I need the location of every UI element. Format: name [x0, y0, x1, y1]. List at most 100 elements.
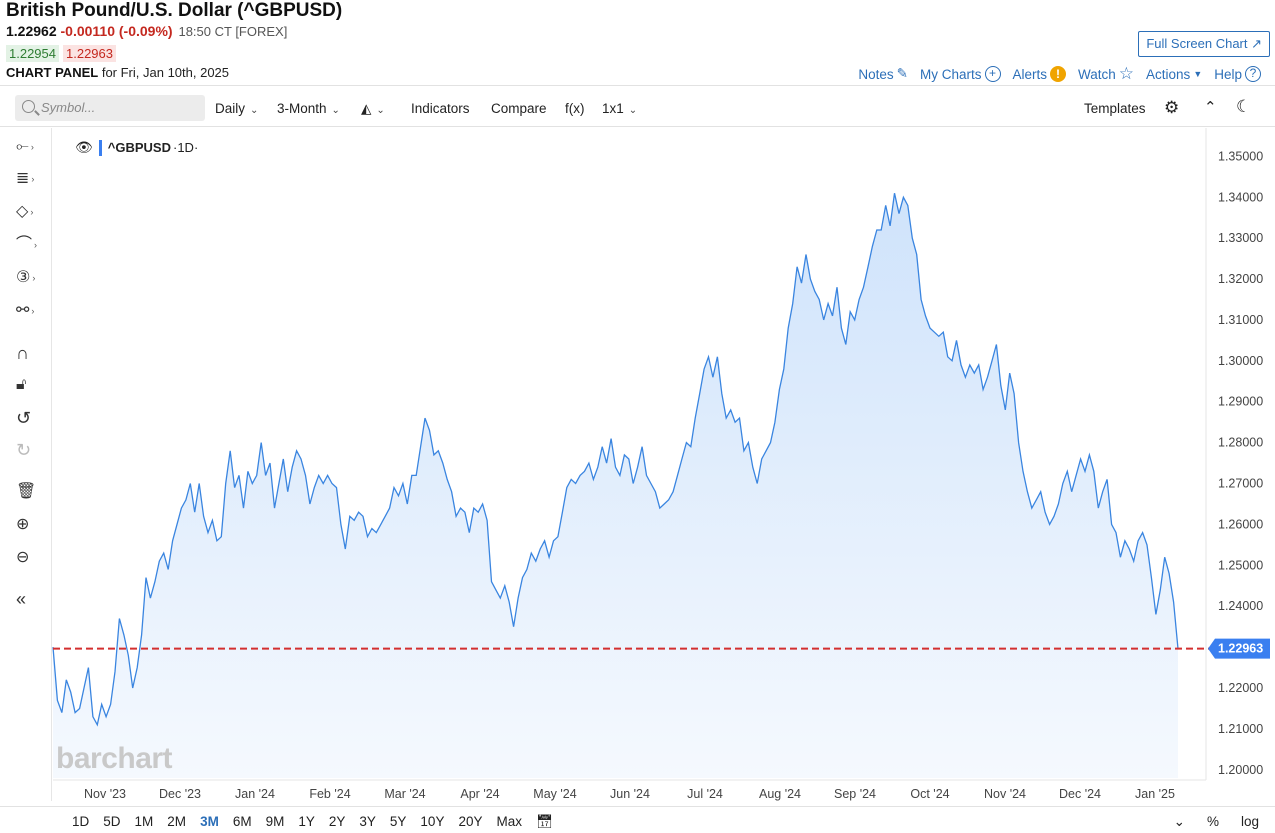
y-tick-label: 1.29000	[1218, 395, 1263, 409]
symbol-search-input[interactable]: Symbol...	[15, 95, 205, 121]
scale-controls: ⌄ % log	[1174, 814, 1259, 830]
period-max[interactable]: Max	[496, 814, 522, 829]
chart-toolbar: Symbol... Daily ⌄ 3-Month ⌄ ◭ ⌄ Indicators …	[0, 91, 1275, 125]
chart-panel-label: CHART PANEL for Fri, Jan 10th, 2025	[6, 65, 229, 80]
x-tick-label: Nov '23	[84, 787, 126, 801]
y-tick-label: 1.25000	[1218, 558, 1263, 572]
period-5d[interactable]: 5D	[103, 814, 121, 829]
x-tick-label: Jan '24	[235, 787, 275, 801]
x-tick-label: Nov '24	[984, 787, 1026, 801]
trash-icon[interactable]: 🗑︎	[16, 483, 37, 500]
series-color-swatch	[98, 139, 102, 156]
period-1m[interactable]: 1M	[134, 814, 154, 829]
templates-button[interactable]: Templates	[1084, 101, 1146, 116]
collapse-left-icon[interactable]: «	[16, 589, 27, 609]
drawing-toolbar: ⟜ › ≣ › ◇ › ⌒ › ③ › ⚯ › ∩ 🔓︎ ↺ ↻ 🗑︎ ⊕ ⊖ «	[0, 128, 52, 801]
full-screen-chart-button[interactable]: Full Screen Chart ↗	[1138, 31, 1270, 57]
period-2y[interactable]: 2Y	[328, 814, 346, 829]
my-charts-label: My Charts	[919, 66, 982, 82]
percent-toggle[interactable]: %	[1206, 814, 1219, 829]
eye-icon[interactable]: 👁︎	[75, 139, 93, 155]
period-3m[interactable]: 3M	[200, 814, 219, 829]
top-nav: Notes ✎ My Charts + Alerts! Watch ☆ Actions…	[858, 64, 1261, 84]
log-toggle[interactable]: log	[1240, 814, 1259, 829]
page-title: British Pound/U.S. Dollar (^GBPUSD)	[6, 0, 343, 21]
period-selector: 1D 5D 1M 2M 3M 6M 9M 1Y 2Y 3Y 5Y 10Y 20Y Max 📅︎	[72, 814, 553, 830]
watch-link[interactable]: Watch ☆	[1078, 64, 1134, 84]
compare-button[interactable]: Compare	[491, 101, 547, 116]
divider	[0, 85, 1275, 86]
y-tick-label: 1.21000	[1218, 722, 1263, 736]
calendar-icon[interactable]: 📅︎	[536, 814, 554, 829]
barchart-logo: barchart	[56, 742, 173, 775]
x-tick-label: May '24	[533, 787, 576, 801]
line-tool-icon[interactable]: ⟜ ›	[16, 138, 34, 156]
period-1d[interactable]: 1D	[72, 814, 90, 829]
indicators-button[interactable]: Indicators	[411, 101, 470, 116]
y-tick-label: 1.20000	[1218, 763, 1263, 777]
caret-down-icon: ▼	[1193, 69, 1203, 79]
expand-down-icon[interactable]: ⌄	[1173, 814, 1185, 829]
range-label: 3-Month	[277, 101, 327, 116]
layout-label: 1x1	[602, 101, 624, 116]
gear-icon[interactable]: ⚙	[1164, 98, 1180, 117]
chevron-down-icon: ⌄	[376, 105, 385, 116]
fx-button[interactable]: f(x)	[565, 101, 585, 116]
period-2m[interactable]: 2M	[167, 814, 187, 829]
price-badge-label: 1.22963	[1218, 642, 1263, 656]
y-tick-label: 1.24000	[1218, 599, 1263, 613]
period-10y[interactable]: 10Y	[420, 814, 445, 829]
my-charts-link[interactable]: My Charts +	[920, 66, 1001, 82]
redo-icon[interactable]: ↻	[16, 440, 32, 460]
range-dropdown[interactable]: 3-Month ⌄	[277, 101, 340, 116]
interval-dropdown[interactable]: Daily ⌄	[215, 101, 258, 116]
actions-menu[interactable]: Actions ▼	[1146, 67, 1202, 82]
shape-tool-icon[interactable]: ◇ ›	[16, 203, 34, 221]
question-icon: ?	[1245, 66, 1261, 82]
legend-symbol: ^GBPUSD	[107, 140, 171, 155]
period-5y[interactable]: 5Y	[389, 814, 407, 829]
x-tick-label: Feb '24	[309, 787, 350, 801]
notes-link[interactable]: Notes ✎	[858, 66, 908, 82]
chevron-down-icon: ⌄	[628, 105, 638, 116]
zoom-in-icon[interactable]: ⊕	[16, 516, 30, 533]
chevron-down-icon: ⌄	[250, 105, 259, 116]
y-tick-label: 1.26000	[1218, 517, 1263, 531]
y-tick-label: 1.30000	[1218, 354, 1263, 368]
x-tick-label: Dec '24	[1059, 787, 1101, 801]
interval-label: Daily	[215, 101, 246, 116]
period-20y[interactable]: 20Y	[458, 814, 483, 829]
layout-dropdown[interactable]: 1x1 ⌄	[602, 101, 637, 116]
counter-tool-icon[interactable]: ③ ›	[16, 269, 36, 287]
quote-time: 18:50 CT [FOREX]	[178, 24, 288, 39]
moon-icon[interactable]: ☾	[1236, 97, 1252, 116]
divider	[0, 806, 1275, 807]
legend-interval: ·1D·	[173, 140, 199, 155]
undo-icon[interactable]: ↺	[16, 408, 32, 428]
magnet-icon[interactable]: ∩	[16, 343, 29, 363]
period-6m[interactable]: 6M	[232, 814, 252, 829]
period-3y[interactable]: 3Y	[359, 814, 376, 829]
x-tick-label: Jul '24	[687, 787, 723, 801]
search-icon	[22, 100, 35, 113]
zoom-out-icon[interactable]: ⊖	[16, 549, 30, 566]
pattern-tool-icon[interactable]: ⚯ ›	[16, 302, 35, 320]
y-tick-label: 1.22000	[1218, 681, 1263, 695]
collapse-up-icon[interactable]: ⌃	[1204, 99, 1217, 116]
y-tick-label: 1.32000	[1218, 272, 1263, 286]
panel-title: CHART PANEL	[6, 65, 99, 80]
help-link[interactable]: Help?	[1214, 66, 1261, 82]
alerts-link[interactable]: Alerts!	[1013, 66, 1067, 82]
alert-icon: !	[1050, 66, 1067, 82]
pencil-icon: ✎	[896, 66, 908, 81]
arc-tool-icon[interactable]: ⌒ ›	[16, 236, 38, 254]
quote-line: 1.22962 -0.00110 (-0.09%) 18:50 CT [FORE…	[6, 23, 287, 39]
unlock-icon[interactable]: 🔓︎	[16, 376, 27, 393]
period-1y[interactable]: 1Y	[298, 814, 315, 829]
x-tick-label: Oct '24	[910, 787, 949, 801]
fib-tool-icon[interactable]: ≣ ›	[16, 170, 35, 188]
period-9m[interactable]: 9M	[265, 814, 285, 829]
chart-type-dropdown[interactable]: ◭ ⌄	[361, 101, 385, 117]
notes-label: Notes	[858, 66, 894, 82]
